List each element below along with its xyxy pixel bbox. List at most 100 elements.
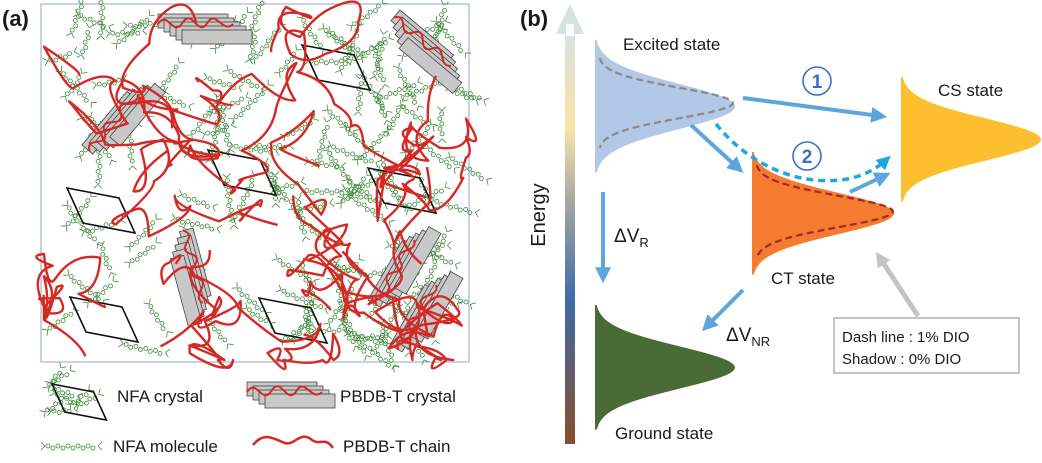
pbdb-t-crystal <box>169 227 212 328</box>
nfa-molecule <box>199 119 237 140</box>
pbdb-t-chain <box>115 3 221 158</box>
excited-state-label: Excited state <box>623 35 720 54</box>
pbdb-t-chain <box>269 110 382 298</box>
legend-pbdb-t-crystal: PBDB-T crystal <box>340 387 456 406</box>
nfa-crystal-icon <box>39 362 108 422</box>
pbdb-t-chain <box>111 138 278 238</box>
nfa-molecule <box>228 79 274 125</box>
pbdb-t-chain <box>269 0 399 167</box>
nfa-molecule <box>39 392 70 418</box>
nfa-molecule <box>318 23 368 64</box>
nfa-molecule <box>241 302 276 330</box>
panel-b-label: (b) <box>520 6 548 31</box>
note-pointer-arrow <box>875 251 921 318</box>
nfa-molecule <box>339 183 391 210</box>
nfa-molecule <box>82 275 119 309</box>
nfa-molecule <box>275 284 331 314</box>
nfa-molecule <box>218 107 236 155</box>
nfa-molecule <box>373 88 392 126</box>
ct-state-distribution <box>752 152 894 275</box>
nfa-molecule <box>346 0 388 32</box>
nfa-molecule <box>231 282 272 319</box>
delta-vnr-sub: NR <box>751 334 770 349</box>
nfa-molecule <box>430 15 472 59</box>
pbdb-t-crystal <box>157 13 253 45</box>
nfa-molecule <box>270 171 281 208</box>
excited-state-dash <box>598 57 734 149</box>
ground-state-label: Ground state <box>615 424 713 443</box>
nfa-molecule <box>176 189 219 212</box>
legend-nfa-molecule: NFA molecule <box>113 437 218 456</box>
nfa-molecule <box>392 62 425 112</box>
nfa-molecule-icon <box>40 441 103 451</box>
note-line-2: Shadow : 0% DIO <box>842 351 961 368</box>
cs-state-label: CS state <box>938 81 1003 100</box>
panel-b: (b) Energy Excited state CS state CT sta… <box>520 4 1041 444</box>
nfa-molecule <box>124 236 162 269</box>
delta-vr-label: ΔVR <box>614 226 649 250</box>
nfa-molecule <box>124 213 162 253</box>
pbdb-t-crystal <box>390 9 463 94</box>
delta-vr-sub: R <box>639 235 648 250</box>
nfa-molecule <box>244 27 261 65</box>
nfa-molecule <box>61 200 104 249</box>
nfa-molecule <box>422 142 460 174</box>
nfa-molecule <box>50 383 83 401</box>
cs-state-distribution <box>901 77 1041 202</box>
nfa-crystal <box>366 166 438 215</box>
nfa-molecule <box>96 0 106 41</box>
legend: NFA crystal PBDB-T crystal NFA molecule … <box>39 362 456 456</box>
delta-vnr-main: ΔV <box>726 325 752 346</box>
nfa-molecule <box>122 17 170 31</box>
pathway-2-dashed-arrow <box>714 122 891 183</box>
ct-state-label: CT state <box>771 269 835 288</box>
nfa-molecule <box>321 104 360 137</box>
ct-state-dash <box>755 164 895 258</box>
pbdb-t-crystal-icon <box>246 381 336 409</box>
ct-to-cs-arrow <box>849 172 891 194</box>
pbdb-t-chain <box>160 254 341 371</box>
nfa-molecule <box>248 19 287 65</box>
energy-axis-label: Energy <box>528 183 550 246</box>
nfa-crystal <box>257 296 329 345</box>
nfa-crystal <box>50 382 108 422</box>
pbdb-t-chain-icon <box>252 435 335 449</box>
nfa-molecule <box>41 303 80 336</box>
note-line-1: Dash line : 1% DIO <box>842 329 970 346</box>
nfa-molecule <box>118 338 171 358</box>
delta-vnr-label: ΔVNR <box>726 325 770 349</box>
pbdb-t-chain <box>383 75 478 248</box>
pbdb-t-chain <box>35 252 107 357</box>
pathway-1-number: 1 <box>812 72 823 93</box>
dio-note-box: Dash line : 1% DIO Shadow : 0% DIO <box>833 317 1020 374</box>
legend-pbdb-t-chain: PBDB-T chain <box>343 437 450 456</box>
legend-nfa-crystal: NFA crystal <box>117 387 203 406</box>
nfa-molecule <box>93 132 103 189</box>
nfa-molecule <box>369 29 389 82</box>
nfa-crystal <box>68 295 140 344</box>
energy-axis-arrow <box>556 4 584 444</box>
nfa-crystals <box>65 43 438 345</box>
nfa-molecule <box>297 198 335 214</box>
pathway-1-arrow <box>742 96 888 123</box>
nfa-molecule <box>66 0 90 39</box>
nfa-molecule <box>42 362 67 393</box>
excited-state-distribution <box>595 40 735 173</box>
nfa-molecule <box>65 384 95 411</box>
nfa-molecule <box>143 298 174 338</box>
pbdb-t-crystal <box>246 381 336 409</box>
nfa-molecule <box>186 94 223 141</box>
pbdb-t-chain <box>300 272 463 362</box>
nfa-molecule <box>72 388 105 411</box>
nfa-molecule <box>357 69 393 117</box>
panel-a: (a) NFA crystal PBDB-T crystal NFA molec… <box>2 0 493 456</box>
nfa-crystal <box>300 43 372 92</box>
pathway-1-marker: 1 <box>802 66 832 96</box>
pbdb-t-chain <box>42 45 234 147</box>
pbdb-t-chain <box>341 250 461 370</box>
nfa-molecule <box>325 140 382 168</box>
nfa-molecule <box>401 181 451 212</box>
pbdb-t-chain <box>159 249 242 369</box>
excited-to-ct-arrow <box>689 123 744 173</box>
